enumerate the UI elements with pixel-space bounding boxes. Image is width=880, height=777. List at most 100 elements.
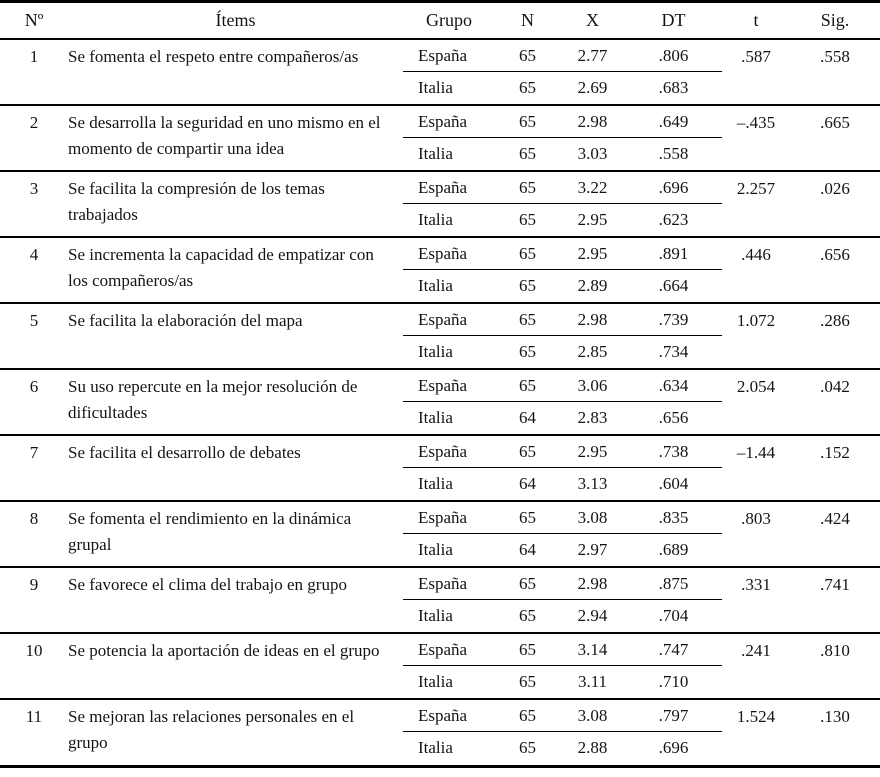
sig-value: .042 (820, 376, 850, 396)
group-mean: 2.98 (577, 111, 608, 131)
group-sd: .875 (658, 573, 689, 593)
item-text: Se facilita la compresión de los temas t… (68, 179, 325, 224)
item-number: 3 (29, 178, 39, 198)
group-n: 65 (519, 78, 536, 97)
item-number: 1 (29, 46, 39, 66)
group-mean: 2.95 (577, 441, 608, 461)
group-name: España (418, 177, 468, 197)
group-n: 65 (519, 144, 536, 163)
item-text: Se fomenta el respeto entre compañeros/a… (68, 47, 359, 66)
group-n: 65 (519, 606, 536, 625)
item-text: Se incrementa la capacidad de empatizar … (68, 245, 374, 290)
group-mean: 3.06 (577, 375, 608, 395)
table-row: 9 Se favorece el clima del trabajo en gr… (0, 568, 880, 634)
column-header-items: Ítems (215, 10, 256, 30)
group-mean: 2.95 (577, 243, 608, 263)
group-mean: 2.85 (577, 342, 608, 361)
item-text: Se facilita la elaboración del mapa (68, 311, 303, 330)
group-sd: .704 (658, 606, 689, 625)
group-sd: .806 (658, 45, 689, 65)
group-n: 65 (519, 243, 536, 263)
group-row: Italia 65 2.95 .623 (403, 204, 722, 236)
group-name: España (418, 243, 468, 263)
table-row: 4 Se incrementa la capacidad de empatiza… (0, 238, 880, 304)
group-n: 65 (519, 177, 536, 197)
t-value: .241 (741, 640, 771, 660)
group-row: Italia 65 2.94 .704 (403, 600, 722, 632)
group-n: 64 (519, 474, 536, 493)
group-sd: .738 (658, 441, 689, 461)
group-sd: .558 (658, 144, 689, 163)
group-sd: .747 (658, 639, 689, 659)
sig-value: .026 (820, 178, 850, 198)
t-value: 1.524 (736, 706, 776, 726)
column-header-sig: Sig. (820, 10, 850, 30)
sig-value: .130 (820, 706, 850, 726)
sig-value: .558 (820, 46, 850, 66)
group-area: España 65 2.98 .875 Italia 65 2.94 .704 (403, 568, 722, 632)
group-name: España (418, 507, 468, 527)
table-row: 6 Su uso repercute en la mejor resolució… (0, 370, 880, 436)
group-area: España 65 3.14 .747 Italia 65 3.11 .710 (403, 634, 722, 698)
group-mean: 2.88 (577, 738, 608, 757)
group-row: Italia 64 2.97 .689 (403, 534, 722, 566)
t-value: –1.44 (736, 442, 776, 462)
group-row: España 65 3.22 .696 (403, 172, 722, 204)
group-sd: .696 (658, 177, 689, 197)
group-name: España (418, 639, 468, 659)
group-n: 65 (519, 342, 536, 361)
table-row: 11 Se mejoran las relaciones personales … (0, 700, 880, 765)
table-row: 2 Se desarrolla la seguridad en uno mism… (0, 106, 880, 172)
group-row: Italia 64 3.13 .604 (403, 468, 722, 500)
group-row: España 65 2.77 .806 (403, 40, 722, 72)
group-sd: .710 (658, 672, 689, 691)
group-mean: 2.98 (577, 309, 608, 329)
group-mean: 3.14 (577, 639, 608, 659)
group-row: España 65 2.95 .891 (403, 238, 722, 270)
group-name: Italia (418, 276, 453, 295)
group-n: 65 (519, 573, 536, 593)
sig-value: .665 (820, 112, 850, 132)
group-mean: 3.03 (577, 144, 608, 163)
item-text: Se desarrolla la seguridad en uno mismo … (68, 113, 381, 158)
item-text: Se fomenta el rendimiento en la dinámica… (68, 509, 352, 554)
table-row: 1 Se fomenta el respeto entre compañeros… (0, 40, 880, 106)
group-row: Italia 65 2.69 .683 (403, 72, 722, 104)
group-name: Italia (418, 738, 453, 757)
table-body: 1 Se fomenta el respeto entre compañeros… (0, 40, 880, 765)
t-value: .803 (741, 508, 771, 528)
item-number: 2 (29, 112, 39, 132)
group-row: Italia 65 2.89 .664 (403, 270, 722, 302)
group-name: Italia (418, 606, 453, 625)
t-value: .331 (741, 574, 771, 594)
group-name: España (418, 705, 468, 725)
group-row: España 65 3.14 .747 (403, 634, 722, 666)
group-row: Italia 65 2.88 .696 (403, 732, 722, 764)
table-header-row: Nº Ítems Grupo N X DT t Sig. (0, 3, 880, 40)
item-number: 5 (29, 310, 39, 330)
item-text: Su uso repercute en la mejor resolución … (68, 377, 358, 422)
sig-value: .286 (820, 310, 850, 330)
item-number: 10 (25, 640, 43, 660)
group-n: 64 (519, 540, 536, 559)
group-sd: .734 (658, 342, 689, 361)
item-number: 6 (29, 376, 39, 396)
group-n: 65 (519, 45, 536, 65)
group-sd: .683 (658, 78, 689, 97)
sig-value: .741 (820, 574, 850, 594)
group-area: España 65 3.08 .835 Italia 64 2.97 .689 (403, 502, 722, 566)
group-row: Italia 64 2.83 .656 (403, 402, 722, 434)
group-name: España (418, 573, 468, 593)
group-n: 65 (519, 639, 536, 659)
t-value: 2.054 (736, 376, 776, 396)
group-row: España 65 3.08 .835 (403, 502, 722, 534)
group-sd: .835 (658, 507, 689, 527)
group-sd: .634 (658, 375, 689, 395)
group-area: España 65 3.08 .797 Italia 65 2.88 .696 (403, 700, 722, 765)
group-sd: .623 (658, 210, 689, 229)
item-text: Se potencia la aportación de ideas en el… (68, 641, 380, 660)
group-area: España 65 2.98 .649 Italia 65 3.03 .558 (403, 106, 722, 170)
group-mean: 2.69 (577, 78, 608, 97)
t-value: 1.072 (736, 310, 776, 330)
